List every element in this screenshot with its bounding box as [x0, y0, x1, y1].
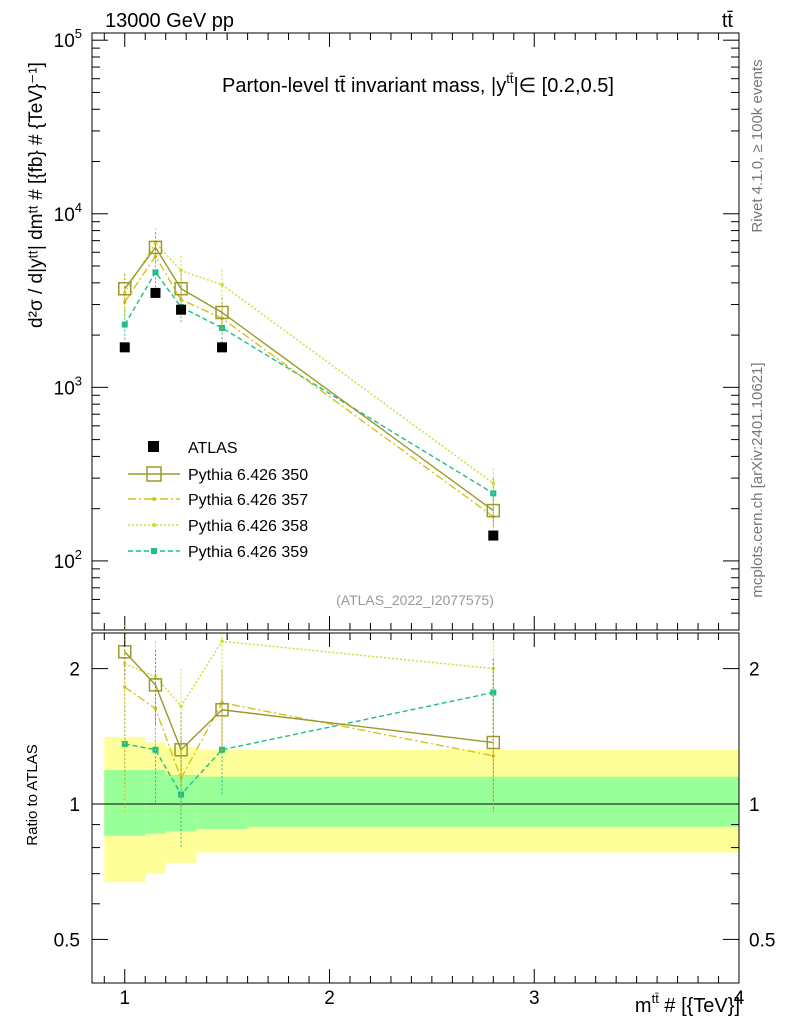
ratio-y-tick-label-right: 1: [749, 795, 760, 816]
mcplots-label: mcplots.cern.ch [arXiv:2401.10621]: [749, 362, 766, 597]
legend: ATLAS Pythia 6.426 350 Pythia 6.426 357 …: [128, 440, 308, 561]
series-0-point: [486, 503, 501, 518]
series-2-point: [179, 268, 183, 273]
atlas-data-point: [150, 287, 161, 298]
x-tick-label: 4: [734, 988, 745, 1009]
plot-title-sup: tt̄: [506, 71, 514, 86]
main-y-tick-label-exp: 2: [75, 547, 82, 562]
x-tick-label: 1: [119, 988, 130, 1009]
main-y-tick-label-exp: 5: [75, 26, 82, 41]
ratio-series-0-point: [486, 735, 501, 750]
atlas-data-point: [119, 342, 130, 353]
series-0-point: [215, 305, 229, 320]
ratio-series-2-point: [220, 639, 224, 644]
legend-359-label: Pythia 6.426 359: [188, 544, 308, 561]
series-2-point: [220, 282, 224, 287]
ratio-series-2-line: [124, 640, 494, 708]
ratio-bands: [92, 736, 739, 883]
ratio-panel: 0.5 0.5 1 1 2 2 1 2 3 4 Ratio to ATLAS mtt̄ # [{T…: [24, 625, 775, 1017]
main-y-tick-label-exp: 3: [75, 373, 82, 388]
series-0-point: [118, 281, 132, 296]
series-3-point: [121, 321, 128, 328]
plot-title-text: Parton-level tt̄ invariant mass, |y: [222, 75, 506, 97]
ratio-y-axis-label: Ratio to ATLAS: [24, 744, 41, 845]
ratio-y-tick-label-right: 0.5: [749, 930, 775, 951]
ratio-axes: 0.5 0.5 1 1 2 2 1 2 3 4: [54, 633, 775, 1009]
main-plot-frame: [91, 32, 740, 631]
plot-title: Parton-level tt̄ invariant mass, |ytt̄|∈…: [222, 71, 614, 97]
series-3-point: [152, 269, 159, 276]
main-y-tick-label-base: 10: [54, 378, 75, 399]
ratio-series-0-point: [174, 743, 188, 757]
ratio-series-0-point: [148, 678, 163, 692]
series-1-line: [124, 254, 494, 518]
series-2-line: [124, 241, 494, 484]
legend-350-marker: [146, 466, 162, 482]
x-axis-label-main: m: [635, 995, 652, 1017]
header-collision-label: 13000 GeV pp: [105, 10, 234, 32]
atlas-data-point: [217, 342, 228, 353]
ratio-series-1-point: [179, 776, 183, 781]
ratio-series-1-point: [122, 685, 127, 689]
series-0-line: [124, 246, 494, 512]
legend-358-marker: [152, 523, 156, 527]
series-0-point: [148, 240, 163, 255]
ratio-series-0-point: [215, 703, 229, 717]
legend-359-marker: [151, 548, 157, 554]
main-y-tick-label: 102: [54, 547, 82, 573]
header-process-label: tt̄: [722, 10, 734, 32]
plot-title-tail: |∈ [0.2,0.5]: [513, 75, 613, 97]
atlas-data-point: [176, 304, 187, 315]
ratio-plot-frame: [91, 632, 740, 984]
legend-atlas-marker: [148, 441, 159, 452]
x-tick-label: 2: [324, 988, 335, 1009]
ratio-series-2-point: [179, 704, 183, 708]
main-y-tick-label: 105: [54, 26, 82, 52]
legend-357-label: Pythia 6.426 357: [188, 492, 308, 509]
x-tick-label: 3: [529, 988, 540, 1009]
main-y-axis-label: d²σ / d|yᵗᵗ| dmᵗᵗ # [{fb} # {TeV}⁻¹]: [26, 62, 47, 328]
ratio-series-0-line: [124, 651, 494, 752]
analysis-id: (ATLAS_2022_I2077575): [336, 592, 494, 608]
legend-350-label: Pythia 6.426 350: [188, 467, 308, 484]
series-0-point: [174, 281, 188, 296]
main-y-tick-label: 104: [54, 200, 82, 226]
ratio-series-2-point: [153, 674, 158, 679]
atlas-data-point: [488, 530, 499, 541]
x-axis-label-sup: tt̄: [652, 991, 660, 1006]
ratio-y-tick-label: 0.5: [54, 930, 80, 951]
rivet-version-label: Rivet 4.1.0, ≥ 100k events: [749, 59, 766, 232]
series-3-line: [124, 271, 494, 494]
legend-357-marker: [152, 497, 156, 501]
legend-atlas-label: ATLAS: [188, 440, 238, 457]
x-axis-label: mtt̄ # [{TeV}]: [635, 991, 740, 1017]
main-y-tick-label-base: 10: [54, 205, 75, 226]
series-2-point: [491, 481, 496, 486]
main-y-tick-label-base: 10: [54, 31, 75, 52]
series-1-point: [153, 254, 158, 258]
ratio-y-tick-label: 2: [69, 660, 80, 681]
main-plot-marks: [118, 227, 501, 541]
main-y-tick-label: 103: [54, 373, 82, 399]
ratio-y-tick-label: 1: [69, 795, 80, 816]
ratio-y-tick-label-right: 2: [749, 660, 760, 681]
x-axis-label-tail: # [{TeV}]: [659, 995, 740, 1017]
ratio-series-1-point: [153, 706, 158, 711]
legend-358-label: Pythia 6.426 358: [188, 518, 308, 535]
main-y-tick-label-base: 10: [54, 552, 75, 573]
main-y-tick-label-exp: 4: [75, 200, 82, 215]
